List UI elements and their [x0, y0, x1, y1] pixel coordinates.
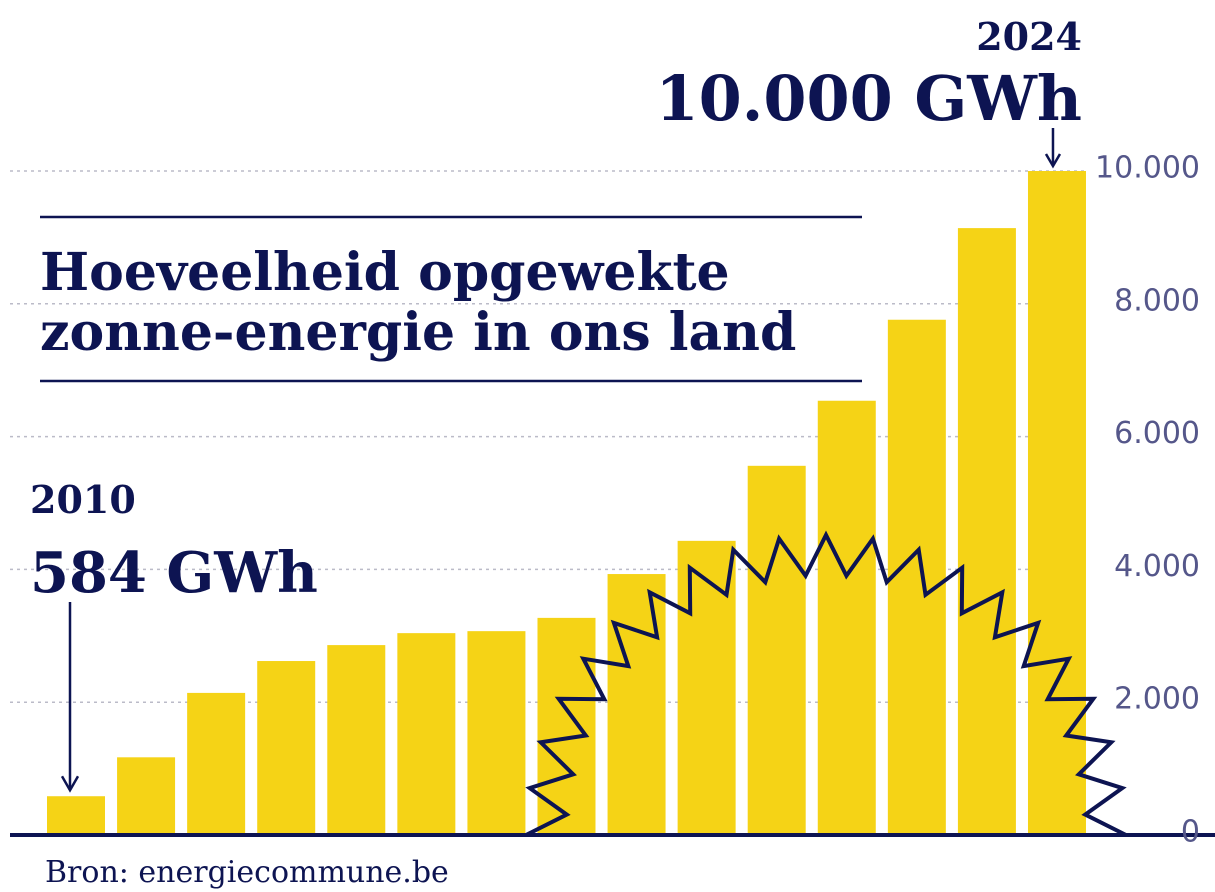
- chart-title: Hoeveelheid opgewekte: [40, 242, 730, 303]
- bar: [257, 661, 315, 835]
- y-tick-label: 0: [1181, 815, 1200, 850]
- bar: [608, 574, 666, 835]
- y-tick-label: 6.000: [1114, 416, 1200, 451]
- y-tick-label: 10.000: [1095, 151, 1200, 186]
- bar: [748, 466, 806, 835]
- bar: [958, 228, 1016, 835]
- y-tick-label: 8.000: [1114, 283, 1200, 318]
- source: Bron: energiecommune.be: [45, 855, 449, 890]
- chart-title: zonne-energie in ons land: [40, 302, 796, 363]
- y-tick-label: 4.000: [1114, 549, 1200, 584]
- bar: [888, 320, 946, 835]
- chart: Hoeveelheid opgewekte zonne-energie in o…: [0, 0, 1215, 892]
- bar: [818, 401, 876, 835]
- bar: [467, 631, 525, 835]
- y-tick-label: 2.000: [1114, 682, 1200, 717]
- bar: [187, 693, 245, 835]
- year-label: 2010: [30, 477, 136, 522]
- bar: [47, 796, 105, 835]
- value-label: 10.000 GWh: [655, 62, 1082, 135]
- year-label: 2024: [976, 14, 1082, 59]
- bar: [117, 757, 175, 835]
- bar: [537, 618, 595, 835]
- value-label: 584 GWh: [30, 540, 318, 606]
- bar: [327, 645, 385, 835]
- bar: [397, 633, 455, 835]
